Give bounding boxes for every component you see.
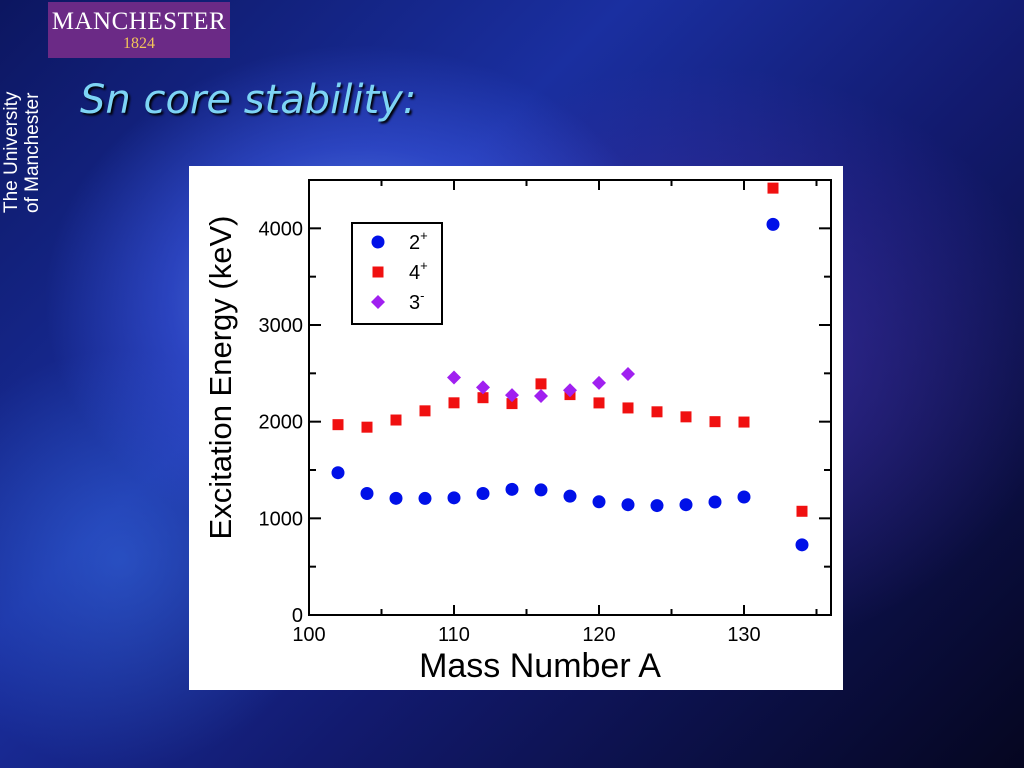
slide-title: Sn core stability: bbox=[80, 77, 417, 123]
data-point-square bbox=[332, 419, 344, 431]
legend-marker bbox=[372, 266, 384, 278]
data-point-diamond bbox=[505, 388, 519, 403]
x-tick-label: 130 bbox=[727, 624, 760, 646]
data-point-circle bbox=[360, 486, 374, 500]
data-point-diamond bbox=[534, 388, 548, 403]
data-point-circle bbox=[447, 491, 461, 505]
data-point-circle bbox=[389, 491, 403, 505]
legend-marker bbox=[371, 235, 385, 249]
plot-frame bbox=[308, 179, 832, 616]
y-tick-label: 3000 bbox=[259, 315, 304, 337]
x-tick-label: 120 bbox=[582, 624, 615, 646]
data-point-circle bbox=[766, 217, 780, 231]
data-point-circle bbox=[708, 495, 722, 509]
data-point-square bbox=[390, 414, 402, 426]
scatter-chart: 100 110 120 130 0 1000 2000 3000 4000 Mass Number… bbox=[203, 179, 832, 685]
data-point-diamond bbox=[447, 370, 461, 385]
y-tick-label: 2000 bbox=[259, 412, 304, 434]
data-point-diamond bbox=[592, 375, 606, 390]
chart-panel: 100 110 120 130 0 1000 2000 3000 4000 Mass Number… bbox=[189, 166, 843, 690]
data-point-diamond bbox=[563, 383, 577, 398]
x-tick-label: 110 bbox=[438, 624, 470, 646]
data-point-circle bbox=[534, 483, 548, 497]
data-point-square bbox=[361, 421, 373, 433]
x-tick-label: 100 bbox=[292, 624, 325, 646]
data-point-circle bbox=[476, 486, 490, 500]
data-point-square bbox=[680, 411, 692, 423]
data-point-circle bbox=[621, 498, 635, 512]
data-point-circle bbox=[505, 482, 519, 496]
data-point-square bbox=[419, 405, 431, 417]
data-point-circle bbox=[563, 489, 577, 503]
data-point-circle bbox=[331, 466, 345, 480]
data-point-circle bbox=[592, 495, 606, 509]
data-point-square bbox=[796, 505, 808, 517]
legend-box bbox=[351, 222, 443, 325]
data-point-diamond bbox=[476, 380, 490, 395]
data-point-circle bbox=[795, 538, 809, 552]
vertical-line-2: of Manchester bbox=[22, 92, 43, 213]
y-axis-label: Excitation Energy (keV) bbox=[203, 216, 238, 540]
logo-year: 1824 bbox=[123, 35, 155, 52]
data-point-square bbox=[738, 416, 750, 428]
data-point-square bbox=[448, 397, 460, 409]
data-point-circle bbox=[418, 491, 432, 505]
data-point-circle bbox=[679, 498, 693, 512]
data-point-circle bbox=[737, 490, 751, 504]
x-axis-label: Mass Number A bbox=[419, 647, 661, 685]
data-point-square bbox=[622, 402, 634, 414]
data-point-circle bbox=[650, 499, 664, 513]
university-logo: MANCHESTER 1824 bbox=[48, 2, 230, 58]
vertical-line-1: The University bbox=[1, 91, 22, 213]
data-point-square bbox=[477, 392, 489, 404]
legend-marker bbox=[371, 295, 385, 309]
y-tick-label: 0 bbox=[292, 605, 303, 627]
y-tick-label: 4000 bbox=[259, 218, 304, 240]
data-point-square bbox=[651, 406, 663, 418]
data-point-square bbox=[709, 416, 721, 428]
data-point-square bbox=[506, 398, 518, 410]
vertical-university-name: The University of Manchester bbox=[0, 0, 48, 220]
data-point-diamond bbox=[621, 367, 635, 382]
logo-name: MANCHESTER bbox=[51, 8, 227, 35]
y-tick-label: 1000 bbox=[259, 508, 304, 530]
data-point-square bbox=[767, 182, 779, 194]
data-point-square bbox=[535, 378, 547, 390]
data-point-square bbox=[593, 397, 605, 409]
